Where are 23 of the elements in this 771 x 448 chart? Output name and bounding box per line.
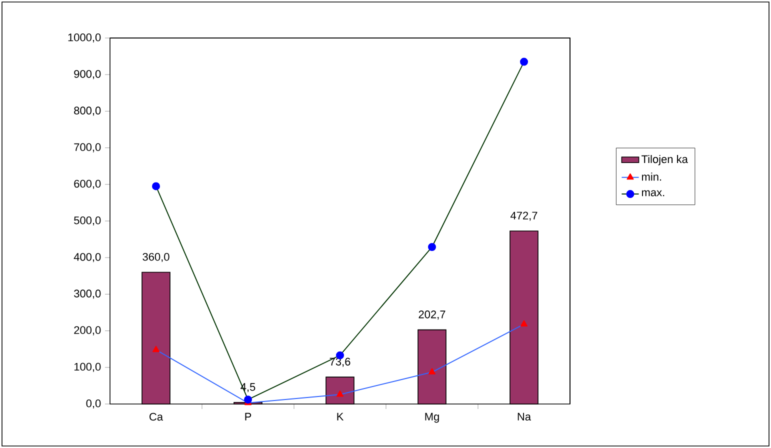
x-tick-label: Ca xyxy=(150,412,164,421)
x-tick-label: K xyxy=(337,412,344,420)
x-tick-label: P xyxy=(245,412,252,420)
legend-label: max. xyxy=(642,190,664,196)
x-tick-label: Na xyxy=(518,412,532,421)
data-label: 360,0 xyxy=(142,252,170,262)
y-tick-label: 200,0 xyxy=(74,326,101,336)
legend-label: Tilojen ka xyxy=(642,155,688,166)
y-tick-label: 400,0 xyxy=(74,253,101,262)
y-tick-label: 700,0 xyxy=(74,143,101,152)
y-tick-label: 800,0 xyxy=(74,106,101,116)
data-label: 202,7 xyxy=(418,310,446,320)
y-tick-label: 900,0 xyxy=(74,70,101,80)
legend-label: min. xyxy=(642,172,662,181)
y-tick-label: 500,0 xyxy=(74,216,101,226)
y-tick-label: 100,0 xyxy=(74,362,101,372)
y-tick-label: 300,0 xyxy=(74,290,101,299)
data-label: 472,7 xyxy=(510,212,538,221)
x-tick-label: Mg xyxy=(425,412,439,423)
y-tick-label: 600,0 xyxy=(74,180,101,189)
y-tick-label: 1000,0 xyxy=(68,33,101,43)
data-label: 73,6 xyxy=(330,358,350,367)
y-tick-label: 0,0 xyxy=(86,399,101,409)
